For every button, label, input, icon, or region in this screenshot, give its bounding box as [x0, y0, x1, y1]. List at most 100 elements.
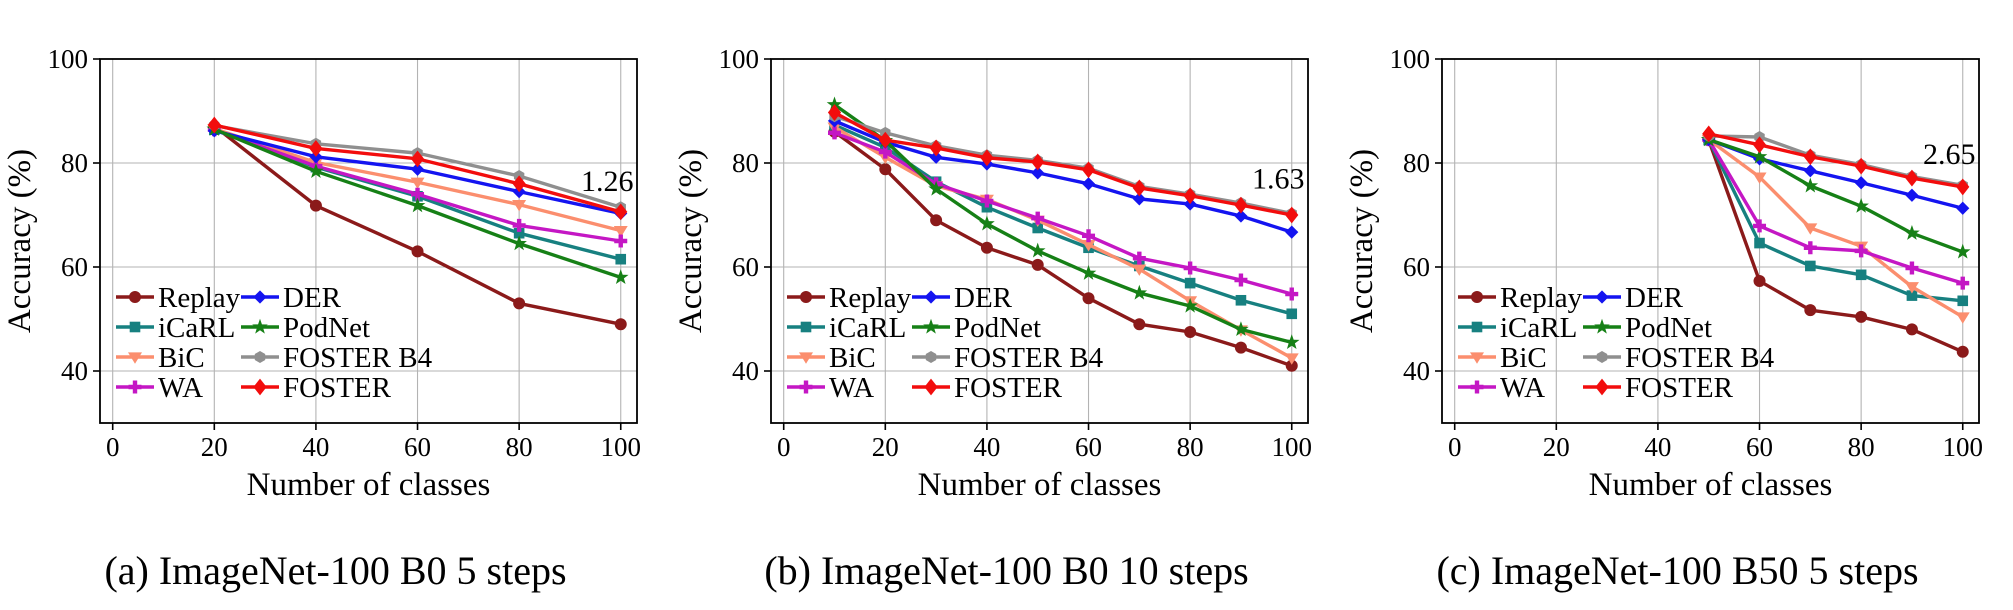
series-DER [827, 114, 1299, 239]
tick-marks [1435, 58, 1964, 430]
data-point-marker [1802, 177, 1819, 193]
legend-item-FOSTER: FOSTER [912, 372, 1063, 404]
data-point-marker [1853, 197, 1869, 213]
panel-a: 0 20 40 60 80 100 40 60 80 100 Number of classes Ac… [0, 0, 671, 500]
data-point-marker [512, 200, 527, 212]
legend-marker [925, 351, 937, 363]
axes-frame [770, 58, 1309, 424]
data-point-marker [1234, 196, 1248, 214]
legend-item-PodNet: PodNet [912, 312, 1041, 344]
x-axis-label: Number of classes [1589, 467, 1833, 500]
data-point-marker [1285, 225, 1299, 239]
x-tick-label: 100 [600, 432, 641, 462]
legend-label: WA [829, 372, 874, 404]
legend-item-DER: DER [241, 282, 342, 314]
series-FOSTER [1702, 125, 1970, 196]
y-axis-label: Accuracy (%) [673, 149, 709, 333]
series-line [1707, 137, 1965, 319]
data-point-marker [928, 180, 944, 196]
legend-item-FOSTER-B4: FOSTER B4 [241, 342, 433, 374]
data-point-marker [207, 116, 221, 134]
data-point-marker [930, 214, 943, 227]
data-point-marker [1855, 269, 1867, 281]
legend-marker [253, 378, 267, 396]
data-point-marker [1855, 310, 1868, 323]
x-tick-label: 60 [1075, 432, 1102, 462]
data-point-marker [615, 253, 627, 265]
legend-label: DER [954, 282, 1013, 314]
tick-marks [764, 58, 1293, 430]
data-point-marker [1904, 282, 1919, 294]
legend-label: BiC [1500, 342, 1547, 374]
data-point-marker [513, 297, 526, 310]
x-tick-label: 20 [1543, 432, 1570, 462]
legend-label: WA [158, 372, 203, 404]
legend-item-Replay: Replay [787, 282, 912, 314]
legend-item-Replay: Replay [1458, 282, 1583, 314]
data-point-marker [1081, 177, 1096, 191]
legend-marker [1470, 380, 1484, 394]
legend-item-iCaRL: iCaRL [116, 312, 235, 344]
panel-b: 0 20 40 60 80 100 40 60 80 100 Number of classes Ac… [671, 0, 1342, 500]
legend-item-PodNet: PodNet [241, 312, 370, 344]
data-point-marker [1082, 292, 1095, 305]
data-point-marker [1854, 157, 1868, 175]
x-tick-label: 0 [777, 432, 791, 462]
data-point-marker [1032, 222, 1044, 234]
data-point-marker [1956, 178, 1970, 196]
data-point-marker [1132, 264, 1147, 276]
series-PodNet [826, 96, 1300, 350]
series-line [832, 130, 1294, 368]
series-Replay [828, 125, 1298, 372]
data-point-marker [1956, 345, 1969, 358]
legend-marker [1470, 352, 1484, 364]
y-axis-label: Accuracy (%) [2, 149, 38, 333]
series-line [832, 119, 1294, 234]
y-tick-label: 100 [48, 44, 89, 74]
axes-frame [99, 58, 638, 424]
gridlines [771, 58, 1308, 423]
x-tick-label: 100 [1942, 432, 1983, 462]
data-point-marker [1751, 148, 1768, 164]
legend-item-Replay: Replay [116, 282, 241, 314]
data-point-marker [410, 150, 425, 168]
legend-label: DER [283, 282, 342, 314]
data-point-marker [1702, 125, 1716, 143]
data-point-marker [980, 149, 994, 167]
data-point-marker [411, 187, 425, 201]
data-point-marker [1234, 273, 1248, 287]
legend-label: PodNet [283, 312, 370, 344]
legend-marker [253, 290, 267, 304]
gap-annotation: 1.63 [1252, 163, 1305, 196]
axes-frame [1441, 58, 1980, 424]
y-tick-label: 40 [732, 356, 759, 386]
data-point-marker [1182, 297, 1198, 313]
legend-label: BiC [158, 342, 205, 374]
legend-label: iCaRL [1500, 312, 1577, 344]
data-point-marker [1956, 201, 1970, 215]
data-point-marker [614, 234, 628, 248]
data-point-marker [511, 235, 527, 251]
chart-a-canvas: 0 20 40 60 80 100 40 60 80 100 Number of classes Ac… [0, 0, 671, 500]
data-point-marker [929, 150, 943, 164]
legend-marker [1471, 291, 1483, 303]
series-line [832, 131, 1294, 296]
data-point-marker [929, 139, 943, 157]
data-point-marker [1753, 275, 1766, 288]
legend-label: iCaRL [829, 312, 906, 344]
data-point-marker [1905, 323, 1918, 336]
data-point-marker [1132, 251, 1146, 265]
series-line [1707, 138, 1965, 303]
x-tick-label: 80 [1848, 432, 1875, 462]
tick-labels: 0 20 40 60 80 100 40 60 80 100 [1390, 44, 1983, 462]
data-point-marker [1956, 276, 1970, 290]
data-point-marker [980, 194, 994, 208]
legend-item-FOSTER-B4: FOSTER B4 [912, 342, 1104, 374]
legend-item-WA: WA [116, 372, 203, 404]
plot-background [0, 0, 671, 500]
data-point-marker [308, 163, 324, 178]
data-point-marker [1234, 341, 1247, 354]
data-point-marker [1954, 243, 1971, 259]
